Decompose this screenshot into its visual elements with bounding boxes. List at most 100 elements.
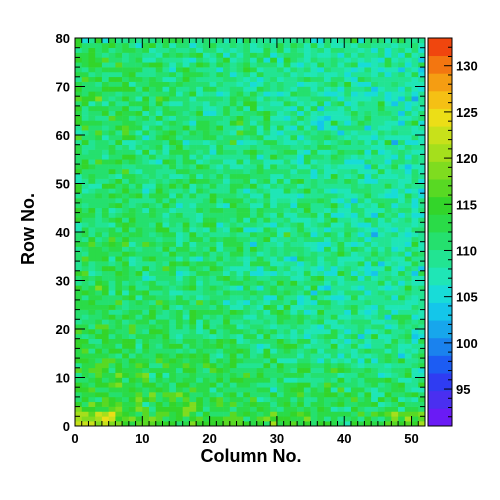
heatmap-cell xyxy=(398,387,406,393)
heatmap-cell xyxy=(398,202,406,209)
heatmap-cell xyxy=(216,183,224,189)
heatmap-cell xyxy=(303,47,311,53)
heatmap-cell xyxy=(371,353,379,359)
heatmap-cell xyxy=(223,382,231,388)
heatmap-cell xyxy=(411,96,419,102)
heatmap-cell xyxy=(398,251,406,257)
heatmap-cell xyxy=(283,159,291,165)
heatmap-cell xyxy=(263,159,271,165)
heatmap-cell xyxy=(310,96,318,102)
heatmap-cell xyxy=(303,314,311,320)
heatmap-cell xyxy=(384,367,392,373)
heatmap-cell xyxy=(324,212,332,218)
heatmap-cell xyxy=(263,343,271,349)
heatmap-cell xyxy=(229,227,237,233)
heatmap-cell xyxy=(391,207,399,213)
heatmap-cell xyxy=(250,227,258,233)
heatmap-cell xyxy=(216,135,224,141)
heatmap-cell xyxy=(169,57,177,63)
heatmap-cell xyxy=(391,105,399,112)
heatmap-cell xyxy=(391,42,399,48)
heatmap-cell xyxy=(398,382,406,388)
heatmap-cell xyxy=(276,217,284,223)
heatmap-cell xyxy=(196,280,204,286)
heatmap-cell xyxy=(391,406,399,412)
heatmap-cell xyxy=(223,367,231,373)
heatmap-cell xyxy=(391,135,399,141)
heatmap-cell xyxy=(324,52,332,58)
heatmap-cell xyxy=(411,304,419,310)
heatmap-cell xyxy=(88,96,96,102)
heatmap-cell xyxy=(330,333,338,339)
heatmap-cell xyxy=(88,290,96,296)
heatmap-cell xyxy=(75,154,83,160)
heatmap-cell xyxy=(95,164,103,170)
heatmap-cell xyxy=(297,91,305,97)
heatmap-cell xyxy=(344,246,352,252)
heatmap-cell xyxy=(223,202,231,209)
heatmap-cell xyxy=(263,290,271,296)
heatmap-cell xyxy=(337,38,345,44)
heatmap-cell xyxy=(142,178,150,184)
heatmap-cell xyxy=(330,144,338,150)
heatmap-cell xyxy=(324,280,332,286)
heatmap-cell xyxy=(88,362,96,369)
heatmap-cell xyxy=(236,362,244,369)
heatmap-cell xyxy=(344,183,352,189)
heatmap-cell xyxy=(189,188,197,194)
heatmap-cell xyxy=(344,232,352,238)
heatmap-cell xyxy=(75,421,83,427)
heatmap-cell xyxy=(337,198,345,204)
heatmap-cell xyxy=(223,198,231,204)
heatmap-cell xyxy=(223,343,231,349)
heatmap-cell xyxy=(182,130,190,136)
colorbar xyxy=(427,37,453,427)
heatmap-cell xyxy=(88,256,96,262)
heatmap-cell xyxy=(330,193,338,199)
heatmap-cell xyxy=(418,241,426,247)
heatmap-cell xyxy=(95,377,103,383)
heatmap-cell xyxy=(337,105,345,112)
heatmap-cell xyxy=(350,411,358,417)
heatmap-cell xyxy=(108,212,116,218)
heatmap-cell xyxy=(216,411,224,417)
heatmap-cell xyxy=(189,202,197,209)
heatmap-cell xyxy=(398,392,406,398)
heatmap-cell xyxy=(350,392,358,398)
heatmap-cell xyxy=(95,387,103,393)
heatmap-cell xyxy=(276,149,284,155)
heatmap-cell xyxy=(337,96,345,102)
heatmap-cell xyxy=(310,396,318,403)
heatmap-cell xyxy=(243,329,251,335)
heatmap-cell xyxy=(270,154,278,160)
heatmap-cell xyxy=(95,207,103,213)
heatmap-cell xyxy=(108,406,116,412)
heatmap-cell xyxy=(290,387,298,393)
heatmap-cell xyxy=(337,358,345,364)
heatmap-cell xyxy=(297,212,305,218)
heatmap-cell xyxy=(404,241,412,247)
heatmap-cell xyxy=(236,299,244,306)
heatmap-cell xyxy=(290,188,298,194)
heatmap-cell xyxy=(344,343,352,349)
heatmap-cell xyxy=(350,130,358,136)
heatmap-cell xyxy=(303,135,311,141)
heatmap-cell xyxy=(310,299,318,306)
heatmap-cell xyxy=(283,115,291,121)
heatmap-cell xyxy=(169,149,177,155)
heatmap-cell xyxy=(75,115,83,121)
heatmap-cell xyxy=(270,76,278,82)
heatmap-cell xyxy=(122,86,130,92)
heatmap-cell xyxy=(101,241,109,247)
heatmap-cell xyxy=(95,338,103,344)
heatmap-cell xyxy=(364,198,372,204)
heatmap-cell xyxy=(330,198,338,204)
heatmap-cell xyxy=(209,280,217,286)
heatmap-cell xyxy=(303,304,311,310)
heatmap-cell xyxy=(149,377,157,383)
heatmap-cell xyxy=(418,416,426,422)
heatmap-cell xyxy=(384,324,392,330)
heatmap-cell xyxy=(377,295,385,301)
heatmap-cell xyxy=(350,290,358,296)
heatmap-cell xyxy=(418,348,426,354)
